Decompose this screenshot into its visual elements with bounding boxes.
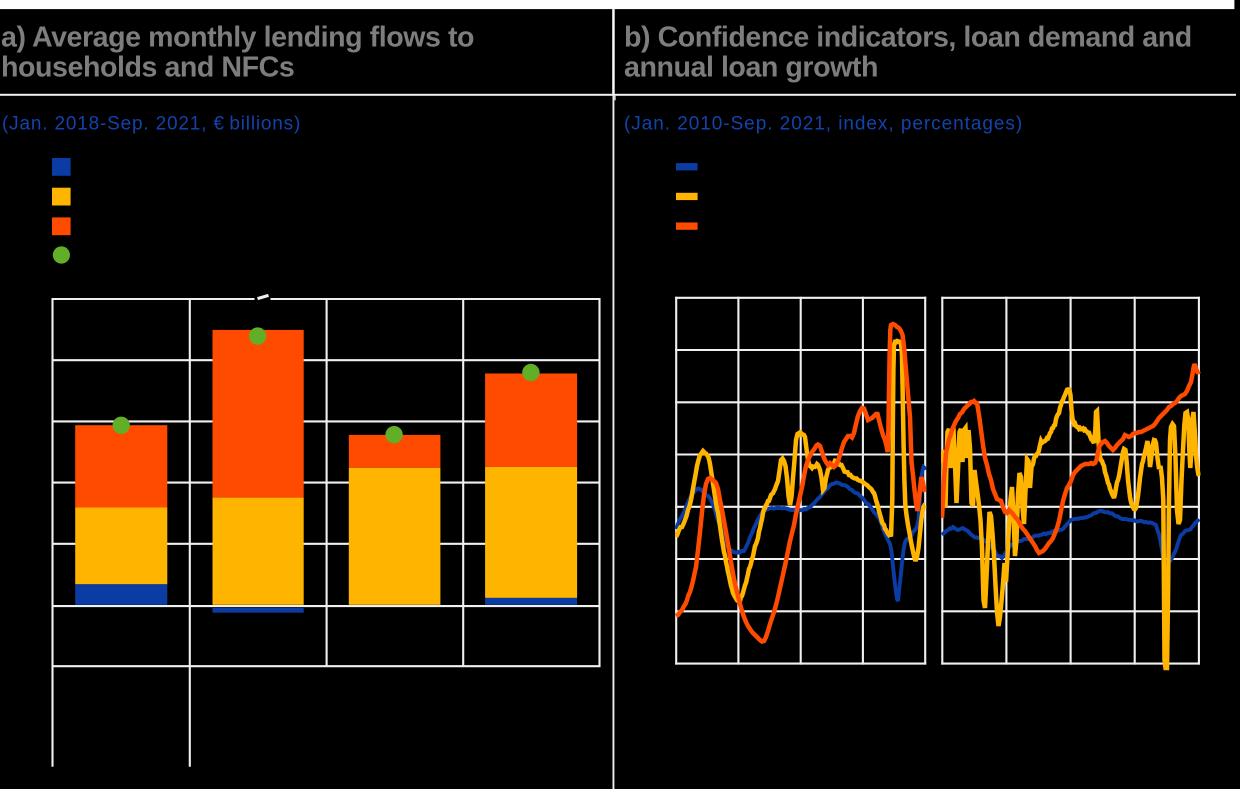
svg-text:b) Confidence indicators, loan: b) Confidence indicators, loan demand an… (624, 21, 1192, 53)
svg-text:annual loan growth: annual loan growth (624, 52, 878, 84)
svg-text:(Jan. 2010-Sep. 2021, index, p: (Jan. 2010-Sep. 2021, index, percentages… (624, 114, 1023, 135)
svg-text:a) Average monthly lending flo: a) Average monthly lending flows to (1, 21, 474, 53)
svg-text:(Jan. 2018-Sep. 2021, € billio: (Jan. 2018-Sep. 2021, € billions) (2, 114, 301, 135)
svg-text:households and NFCs: households and NFCs (1, 52, 294, 84)
